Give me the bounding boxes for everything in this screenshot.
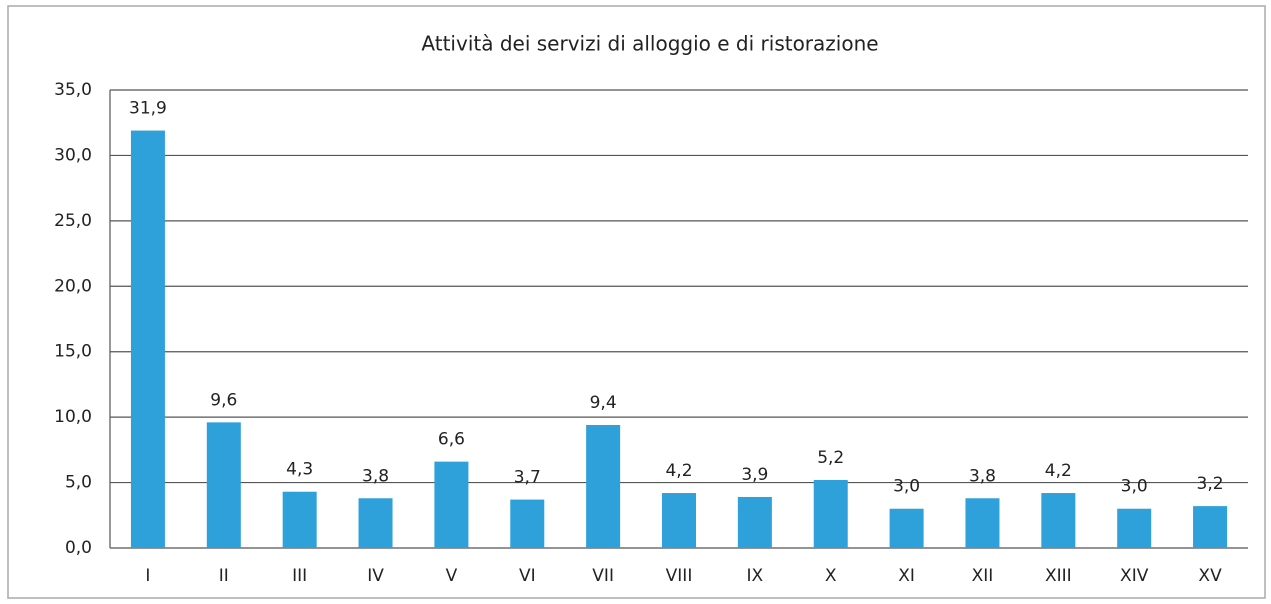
data-label: 9,6 <box>210 390 237 410</box>
data-label: 31,9 <box>129 99 167 119</box>
y-tick-label: 0,0 <box>65 538 92 558</box>
bar <box>813 479 848 548</box>
bar <box>130 130 165 548</box>
x-tick-label: XIV <box>1120 566 1149 586</box>
x-tick-label: XII <box>972 566 994 586</box>
data-label: 3,2 <box>1197 474 1224 494</box>
bar <box>586 424 621 548</box>
chart-frame <box>7 5 1266 599</box>
data-label: 3,8 <box>969 466 996 486</box>
data-label: 3,0 <box>893 477 920 497</box>
y-tick-label: 35,0 <box>54 80 92 100</box>
y-tick-label: 15,0 <box>54 342 92 362</box>
chart-title: Attività dei servizi di alloggio e di ri… <box>421 32 878 56</box>
bar <box>662 493 696 548</box>
x-tick-label: XIII <box>1045 566 1072 586</box>
x-tick-label: VIII <box>666 566 693 586</box>
y-tick-label: 30,0 <box>54 145 92 165</box>
bar <box>965 498 1000 548</box>
y-tick-label: 5,0 <box>65 473 92 493</box>
bar <box>510 499 545 548</box>
bar <box>1193 506 1228 548</box>
data-label: 3,7 <box>514 468 541 488</box>
bar <box>889 508 924 548</box>
x-tick-label: IX <box>747 566 764 586</box>
bar <box>434 461 469 548</box>
data-label: 5,2 <box>817 448 844 468</box>
data-label: 9,4 <box>590 393 617 413</box>
x-tick-label: IV <box>367 566 384 586</box>
data-label: 4,2 <box>1045 461 1072 481</box>
data-label: 3,8 <box>362 466 389 486</box>
y-tick-label: 20,0 <box>54 276 92 296</box>
y-tick-label: 10,0 <box>54 407 92 427</box>
y-tick-label: 25,0 <box>54 211 92 231</box>
x-tick-label: XV <box>1198 566 1222 586</box>
x-tick-label: II <box>219 566 229 586</box>
data-label: 4,3 <box>286 460 313 480</box>
bar <box>1041 493 1076 548</box>
x-tick-label: X <box>825 566 837 586</box>
bar <box>206 422 241 548</box>
bar <box>737 496 772 548</box>
data-label: 6,6 <box>438 430 465 450</box>
bar <box>358 498 393 548</box>
data-label: 3,0 <box>1121 477 1148 497</box>
data-label: 4,2 <box>665 461 692 481</box>
x-tick-label: I <box>145 566 150 586</box>
data-label: 3,9 <box>741 465 768 485</box>
x-tick-label: XI <box>898 566 915 586</box>
x-tick-label: V <box>446 566 458 586</box>
x-tick-label: VI <box>519 566 536 586</box>
x-tick-label: VII <box>592 566 614 586</box>
bar <box>1117 508 1152 548</box>
bar <box>282 491 317 548</box>
x-tick-label: III <box>292 566 307 586</box>
